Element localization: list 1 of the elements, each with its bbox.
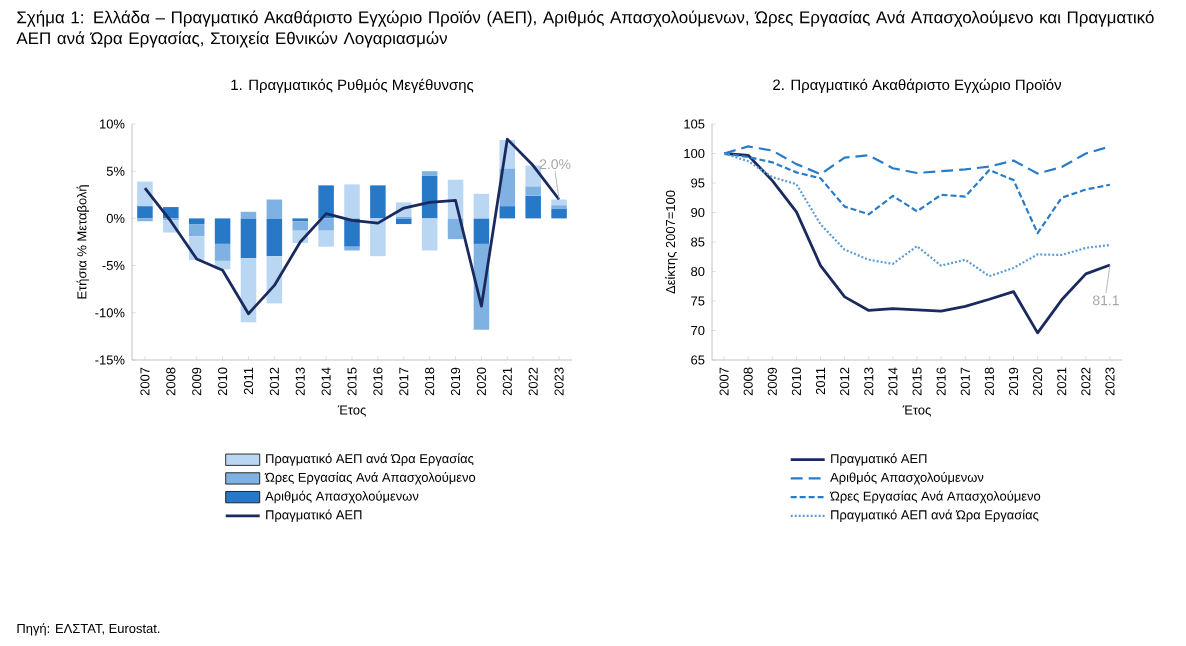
chart-title: Σχήμα 1: Ελλάδα – Πραγματικό Ακαθάριστο Εγχώριο Προϊόν (ΑΕΠ), Αριθμός Απασχολούμενων, Ώρες Εργασίας Ανά Απασχολούμενο και Πραγματικό ΑΕΠ ανά Ώρα Εργασίας, Στοιχεία Εθνικών Λογαριασμών bbox=[16, 10, 1154, 48]
